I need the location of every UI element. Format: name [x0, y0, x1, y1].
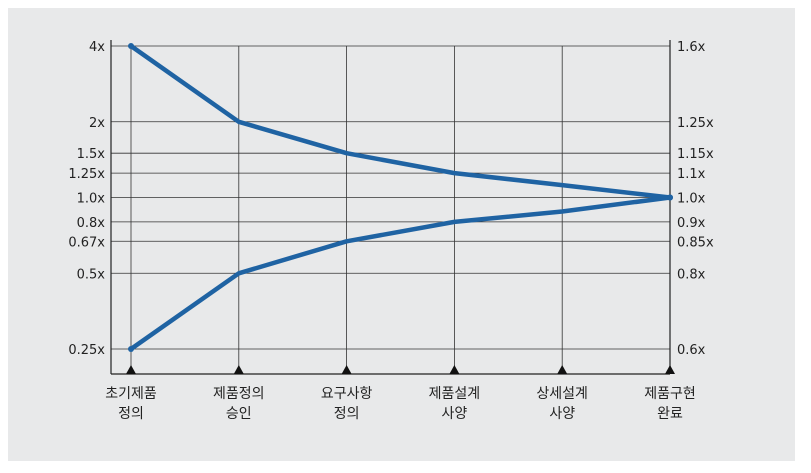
axes	[110, 40, 671, 375]
right-tick-label: 1.15x	[677, 147, 714, 162]
left-tick-label: 1.5x	[77, 147, 106, 162]
left-tick-label: 0.67x	[68, 235, 105, 250]
series-line-2	[128, 195, 673, 352]
category-label: 초기제품	[105, 386, 157, 402]
right-tick-label: 1.0x	[677, 192, 706, 207]
category-label: 승인	[226, 406, 252, 422]
right-tick-label: 0.9x	[677, 216, 706, 231]
milestone-marker	[233, 365, 244, 374]
right-tick-label: 0.85x	[677, 235, 714, 250]
left-tick-label: 0.5x	[77, 267, 106, 282]
left-tick-label: 1.25x	[68, 167, 105, 182]
data-point	[128, 346, 134, 352]
chart-frame: 4x 2x 1.5x 1.25x 1.0x 0.8x 0.67x 0.5x 0.25x 1.6x…	[8, 8, 795, 461]
category-label: 상세설계	[536, 386, 588, 402]
category-label: 요구사항	[321, 386, 373, 402]
milestone-marker	[341, 365, 352, 374]
left-tick-label: 0.25x	[68, 343, 105, 358]
category-label: 정의	[334, 406, 360, 422]
category-label: 완료	[657, 406, 683, 422]
category-label: 사양	[549, 406, 575, 422]
category-label: 제품구현	[644, 386, 696, 402]
category-label: 제품정의	[213, 386, 265, 402]
left-tick-labels: 4x 2x 1.5x 1.25x 1.0x 0.8x 0.67x 0.5x 0.25x	[68, 40, 105, 358]
category-label: 정의	[118, 406, 144, 422]
right-tick-label: 1.25x	[677, 116, 714, 131]
series-line-1	[128, 43, 673, 200]
data-point	[128, 43, 134, 49]
milestone-marker	[126, 365, 136, 374]
data-point	[667, 194, 673, 201]
left-tick-label: 4x	[89, 40, 105, 55]
right-tick-label: 1.1x	[677, 167, 706, 182]
right-tick-label: 1.6x	[677, 40, 706, 55]
left-tick-label: 0.8x	[77, 216, 106, 231]
series-lines	[128, 43, 673, 352]
left-tick-label: 2x	[89, 116, 105, 131]
milestone-marker	[449, 365, 460, 374]
right-tick-labels: 1.6x 1.25x 1.15x 1.1x 1.0x 0.9x 0.85x 0.8x 0.6x	[677, 40, 714, 358]
left-tick-label: 1.0x	[77, 192, 106, 207]
category-label: 사양	[442, 406, 468, 422]
x-axis-markers	[126, 365, 675, 374]
right-tick-label: 0.8x	[677, 267, 706, 282]
cone-of-uncertainty-chart: 4x 2x 1.5x 1.25x 1.0x 0.8x 0.67x 0.5x 0.25x 1.6x…	[68, 40, 714, 422]
horizontal-gridlines	[111, 45, 670, 350]
category-label: 제품설계	[429, 386, 481, 402]
milestone-marker	[665, 365, 675, 374]
right-tick-label: 0.6x	[677, 343, 706, 358]
milestone-marker	[557, 365, 568, 374]
